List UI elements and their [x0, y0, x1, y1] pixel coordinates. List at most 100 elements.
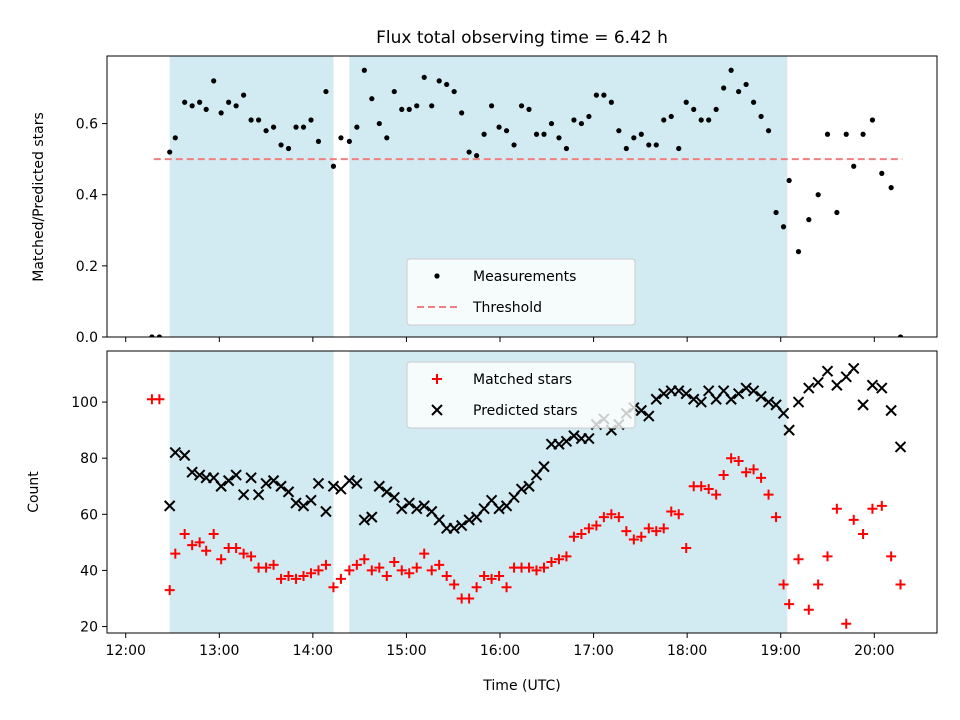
predicted-stars-point — [178, 449, 191, 462]
predicted-stars-point — [282, 486, 295, 498]
matched-stars-point — [381, 571, 392, 582]
measurements-point — [354, 124, 360, 130]
measurements-point — [263, 128, 269, 134]
legend-box — [406, 258, 636, 326]
measurements-point — [706, 117, 712, 123]
predicted-stars-point — [866, 379, 879, 391]
measurements-point — [824, 131, 831, 137]
matched-stars-point — [283, 571, 294, 582]
measurements-point — [241, 92, 247, 98]
measurements-point — [736, 88, 742, 95]
measurements-point — [406, 106, 412, 112]
matched-stars-point — [741, 467, 752, 478]
y-tick-label: 0.0 — [76, 330, 98, 346]
y-tick-label: 0.4 — [76, 188, 98, 204]
matched-stars-point — [711, 489, 722, 500]
measurements-point — [459, 110, 465, 116]
measurements-point — [488, 103, 495, 109]
measurements-point — [308, 117, 314, 123]
measurements-point — [248, 117, 254, 123]
matched-stars-point — [726, 453, 737, 464]
measurements-point — [578, 120, 585, 127]
matched-stars-point — [748, 464, 759, 475]
legend-label: Measurements — [473, 269, 576, 285]
matched-stars-point — [651, 526, 662, 537]
predicted-stars-point — [792, 396, 805, 408]
measurements-point — [330, 163, 337, 169]
measurements-point — [713, 106, 719, 112]
predicted-stars-point — [252, 488, 265, 501]
y-tick-label: 60 — [80, 507, 98, 523]
y-tick-label: 0.2 — [76, 259, 98, 275]
axes-frame — [106, 350, 938, 634]
predicted-stars-point — [312, 477, 325, 490]
matched-stars-point — [208, 528, 219, 539]
matched-stars-point — [291, 573, 302, 584]
matched-stars-point — [848, 514, 859, 525]
predicted-stars-point — [848, 362, 860, 375]
measurements-point — [750, 99, 757, 105]
measurements-point — [631, 135, 637, 141]
measurements-point — [218, 110, 224, 116]
matched-stars-point — [389, 557, 400, 568]
matched-stars-point — [561, 551, 572, 562]
measurements-point — [189, 103, 195, 109]
matched-stars-point — [154, 394, 165, 405]
predicted-stars-point — [523, 480, 535, 492]
measurements-point — [721, 85, 727, 91]
predicted-stars-point — [335, 483, 347, 495]
matched-stars-point — [374, 562, 385, 573]
predicted-stars-point — [812, 376, 824, 389]
predicted-stars-point — [643, 410, 655, 422]
matched-stars-point — [591, 520, 602, 531]
measurements-point — [661, 117, 667, 123]
matched-stars-point — [538, 562, 549, 573]
legend-marker-plus — [432, 374, 442, 384]
axes-frame — [106, 55, 938, 338]
matched-stars-point — [194, 537, 205, 548]
legend: Measurements Threshold — [406, 258, 636, 326]
predicted-stars-point — [740, 382, 752, 394]
predicted-stars-point — [245, 472, 257, 484]
matched-stars-point — [276, 573, 287, 584]
matched-stars-point — [486, 573, 497, 584]
matched-stars-point — [771, 512, 782, 523]
measurements-point — [376, 120, 382, 127]
measurements-point — [698, 117, 704, 123]
predicted-stars-point — [762, 396, 775, 408]
matched-stars-point — [643, 523, 654, 534]
predicted-stars-point — [186, 466, 198, 478]
measurements-point — [511, 142, 517, 148]
predicted-stars-point — [463, 514, 475, 526]
x-tick-label: 20:00 — [854, 643, 894, 659]
x-tick-label: 12:00 — [106, 643, 146, 659]
predicted-stars-point — [650, 393, 662, 405]
measurements-point — [429, 103, 435, 109]
measurements-point — [743, 81, 749, 88]
bottom-panel: 20 40 60 80 100 12:00 13:00 14:00 15:00 16:00 17:0… — [71, 350, 938, 659]
measurements-point — [399, 106, 405, 112]
matched-stars-point — [803, 604, 814, 615]
measurements-point — [391, 88, 397, 95]
y-tick-label: 80 — [80, 451, 98, 467]
predicted-stars-point — [290, 497, 302, 509]
measurements-point — [691, 106, 697, 112]
y-tick-label: 20 — [80, 620, 98, 636]
measurements-point — [773, 209, 779, 216]
measurements-point — [197, 99, 203, 105]
predicted-stars-point — [373, 480, 386, 492]
predicted-stars-point — [515, 483, 528, 495]
measurements-point — [300, 124, 307, 130]
matched-stars-point — [246, 551, 257, 562]
measurements-point — [481, 131, 487, 137]
matched-stars-point — [763, 489, 774, 500]
plot-area — [146, 362, 907, 629]
measurements-point — [616, 128, 622, 134]
measurements-point — [233, 103, 239, 109]
predicted-stars-point — [583, 432, 595, 445]
predicted-stars-point — [163, 500, 176, 512]
matched-stars-point — [703, 484, 714, 495]
measurements-point — [285, 145, 292, 152]
matched-stars-point — [164, 585, 175, 596]
measurements-point — [541, 131, 547, 137]
